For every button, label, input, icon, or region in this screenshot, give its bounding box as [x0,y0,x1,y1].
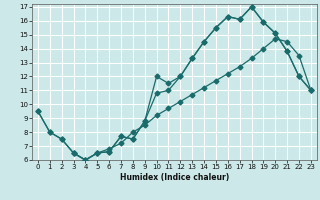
X-axis label: Humidex (Indice chaleur): Humidex (Indice chaleur) [120,173,229,182]
